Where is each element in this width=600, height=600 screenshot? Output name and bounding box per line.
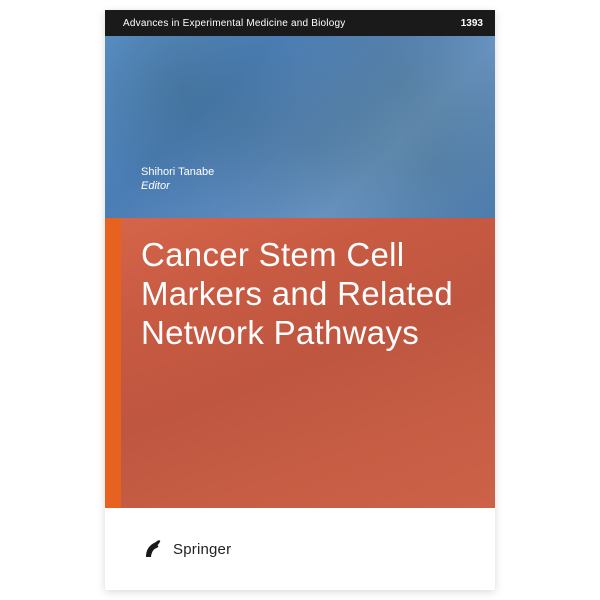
editor-role: Editor xyxy=(141,180,214,192)
book-title: Cancer Stem Cell Markers and Related Net… xyxy=(141,236,473,353)
title-band: Cancer Stem Cell Markers and Related Net… xyxy=(121,218,495,508)
publisher-footer: Springer xyxy=(105,508,495,590)
publisher-name: Springer xyxy=(173,541,231,558)
editor-block: Shihori Tanabe Editor xyxy=(141,166,214,192)
series-bar: Advances in Experimental Medicine and Bi… xyxy=(105,10,495,36)
springer-horse-icon xyxy=(141,537,165,561)
accent-spine-bar xyxy=(105,218,121,508)
book-cover: Advances in Experimental Medicine and Bi… xyxy=(105,10,495,590)
editor-name: Shihori Tanabe xyxy=(141,166,214,178)
series-name: Advances in Experimental Medicine and Bi… xyxy=(123,18,345,29)
publisher-block: Springer xyxy=(141,537,231,561)
upper-photo-band: Shihori Tanabe Editor xyxy=(105,36,495,218)
series-volume-number: 1393 xyxy=(461,18,483,29)
